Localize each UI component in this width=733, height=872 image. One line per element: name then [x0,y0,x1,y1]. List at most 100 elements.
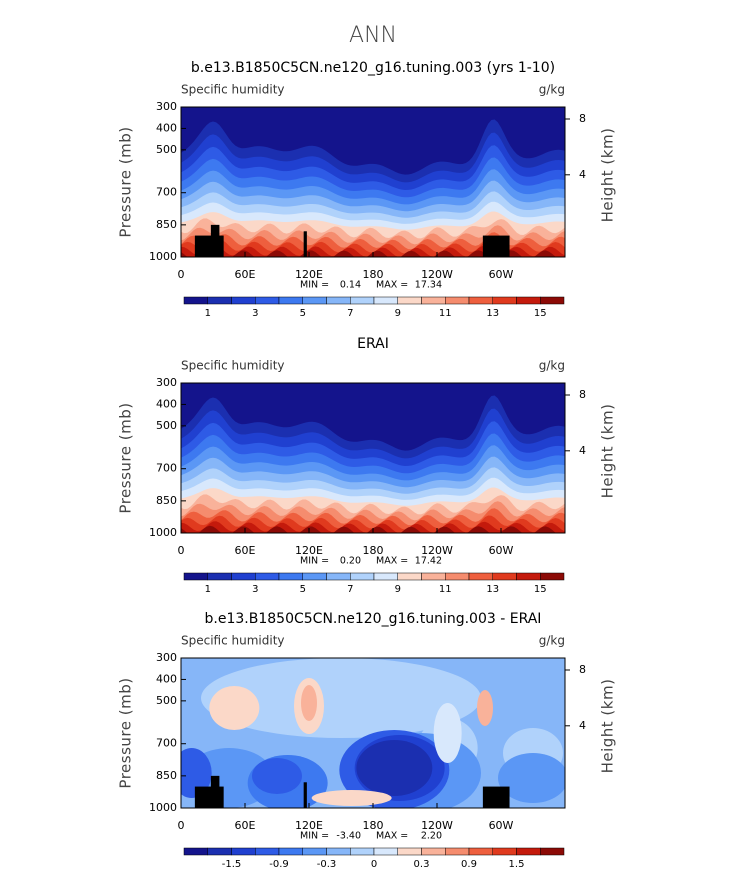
max-value: 2.20 [421,831,442,842]
y-tick-label: 400 [156,121,177,134]
units-label: g/kg [539,634,565,648]
max-label: MAX = [376,831,408,842]
x-tick-label: 0 [178,544,185,557]
panel-title: b.e13.B1850C5CN.ne120_g16.tuning.003 (yr… [191,60,555,76]
y-axis-label: Pressure (mb) [117,126,135,237]
colorbar-label: 7 [347,584,353,595]
x-tick-label: 60W [489,268,514,281]
y2-tick-label: 4 [579,444,586,457]
colorbar-box [278,296,303,305]
y-tick-label: 500 [156,694,177,707]
terrain [482,786,510,808]
y2-axis-label: Height (km) [599,128,617,223]
colorbar-label: 3 [252,308,258,319]
x-tick-label: 120E [295,268,323,281]
colorbar-box [516,296,541,305]
colorbar-label: 0.9 [461,859,477,870]
field-blob [356,740,433,796]
field-blob [301,685,317,721]
colorbar-box [445,572,470,581]
colorbar-box [397,296,422,305]
colorbar-label: 5 [300,308,306,319]
terrain [303,231,307,257]
y-tick-label: 400 [156,672,177,685]
field [181,107,565,257]
units-label: g/kg [539,359,565,373]
colorbar-box [468,296,493,305]
colorbar-box [231,847,256,856]
field-label: Specific humidity [181,83,285,97]
panel-title: ERAI [357,336,389,352]
y-tick-label: 500 [156,143,177,156]
colorbar-box [373,847,398,856]
y-tick-label: 850 [156,769,177,782]
field-blob [311,790,392,806]
terrain [482,235,510,257]
colorbar-box [516,572,541,581]
colorbar-box [302,572,327,581]
y2-tick-label: 4 [579,719,586,732]
min-label: MIN = [300,280,329,291]
colorbar-box [492,296,517,305]
y-tick-label: 500 [156,419,177,432]
y-tick-label: 700 [156,186,177,199]
y-axis-label: Pressure (mb) [117,402,135,513]
y-tick-label: 700 [156,462,177,475]
colorbar-label: 0.3 [414,859,430,870]
colorbar-box [492,572,517,581]
terrain [210,224,220,257]
max-value: 17.42 [415,556,442,567]
colorbar-box [421,847,446,856]
y2-tick-label: 8 [579,388,586,401]
colorbar-box [350,296,375,305]
colorbar-label: 11 [439,584,452,595]
colorbar-label: -1.5 [222,859,242,870]
colorbar-box [350,847,375,856]
x-tick-label: 120W [421,819,453,832]
y-tick-label: 850 [156,494,177,507]
colorbar-label: 15 [534,308,547,319]
y-tick-label: 700 [156,737,177,750]
colorbar-box [231,296,256,305]
y-tick-label: 300 [156,651,177,664]
colorbar-box [302,296,327,305]
field-blob [252,758,302,794]
x-tick-label: 0 [178,268,185,281]
colorbar-box [326,296,351,305]
colorbar-box [492,847,517,856]
units-label: g/kg [539,83,565,97]
x-tick-label: 60E [235,544,256,557]
colorbar-box [302,847,327,856]
colorbar-label: 11 [439,308,452,319]
y2-tick-label: 4 [579,168,586,181]
colorbar-label: 15 [534,584,547,595]
colorbar-label: -0.9 [269,859,289,870]
colorbar-label: 9 [395,584,401,595]
field-blob [477,690,493,726]
y-tick-label: 300 [156,100,177,113]
figure-title: ANN [349,23,397,48]
min-value: 0.20 [340,556,361,567]
y-tick-label: 300 [156,376,177,389]
x-tick-label: 180 [363,819,384,832]
x-tick-label: 60E [235,819,256,832]
field-label: Specific humidity [181,634,285,648]
y-tick-label: 850 [156,218,177,231]
colorbar-box [207,847,232,856]
colorbar-box [445,847,470,856]
min-value: 0.14 [340,280,361,291]
colorbar-box [326,847,351,856]
y2-axis-label: Height (km) [599,404,617,499]
colorbar-label: 5 [300,584,306,595]
field-label: Specific humidity [181,359,285,373]
colorbar-label: 1.5 [509,859,525,870]
colorbar-box [255,572,280,581]
colorbar-box [540,572,565,581]
colorbar-box [183,296,208,305]
colorbar-box [373,296,398,305]
y-tick-label: 400 [156,397,177,410]
max-label: MAX = [376,556,408,567]
colorbar-box [207,572,232,581]
y-tick-label: 1000 [149,801,177,814]
colorbar-box [516,847,541,856]
